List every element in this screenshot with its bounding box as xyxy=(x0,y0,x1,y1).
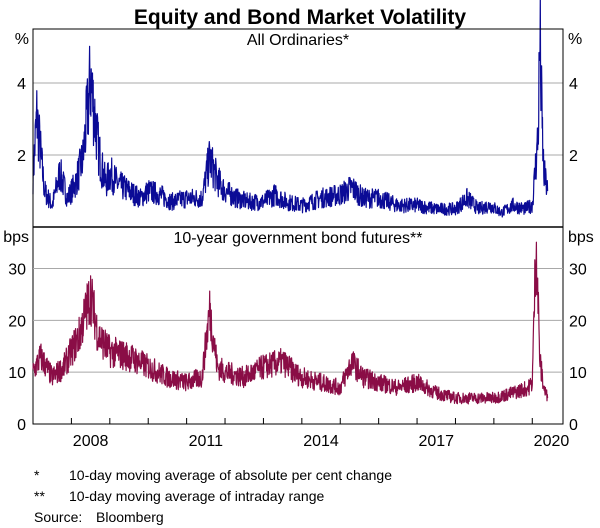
source-text: Bloomberg xyxy=(96,509,164,525)
x-tick-label: 2011 xyxy=(189,433,224,450)
x-tick-label: 2014 xyxy=(303,433,339,450)
source-line: Source: Bloomberg xyxy=(34,507,392,528)
footnote-text: 10-day moving average of intraday range xyxy=(69,488,325,504)
bond-ytick-left: 30 xyxy=(8,261,26,278)
chart-title: Equity and Bond Market Volatility xyxy=(134,6,466,29)
equity-volatility-panel: 2 2 4 4% % All Ordinaries* xyxy=(15,0,582,425)
footnote-2: ** 10-day moving average of intraday ran… xyxy=(34,486,392,507)
equity-series-line xyxy=(32,0,549,218)
x-tick-label: 2008 xyxy=(73,433,109,450)
x-tick-label: 2020 xyxy=(534,433,570,450)
equity-ytick-right: 4 xyxy=(569,76,578,93)
footnote-1: * 10-day moving average of absolute per … xyxy=(34,465,392,486)
bond-unit-right: bps xyxy=(568,229,594,246)
equity-ytick-left: 4 xyxy=(17,76,26,93)
footnote-marker: ** xyxy=(34,488,45,504)
equity-ytick-left: 2 xyxy=(17,148,26,165)
bond-series-line xyxy=(32,241,549,405)
equity-unit-left: % xyxy=(15,31,29,48)
bond-ytick-left: 0 xyxy=(17,417,26,434)
x-tick-label: 2017 xyxy=(418,433,454,450)
bond-ytick-left: 20 xyxy=(8,313,26,330)
equity-subtitle: All Ordinaries* xyxy=(247,32,349,49)
x-axis: 2008 2011 2014 2017 2020 xyxy=(70,418,570,450)
footnote-text: 10-day moving average of absolute per ce… xyxy=(69,467,392,483)
bond-ytick-right: 20 xyxy=(569,313,587,330)
equity-ytick-right: 2 xyxy=(569,148,578,165)
footnotes: * 10-day moving average of absolute per … xyxy=(34,465,392,528)
bond-subtitle: 10-year government bond futures** xyxy=(173,230,422,247)
bond-unit-left: bps xyxy=(3,229,29,246)
bond-volatility-panel: 0 0 10 10 20 20 30 30 bps bps 10-year government b… xyxy=(3,229,594,434)
bond-ytick-left: 10 xyxy=(8,365,26,382)
source-label: Source: xyxy=(34,509,83,525)
footnote-marker: * xyxy=(34,467,40,483)
bond-ytick-right: 10 xyxy=(569,365,587,382)
equity-unit-right: % xyxy=(568,31,582,48)
bond-ytick-right: 0 xyxy=(569,417,578,434)
bond-ytick-right: 30 xyxy=(569,261,587,278)
